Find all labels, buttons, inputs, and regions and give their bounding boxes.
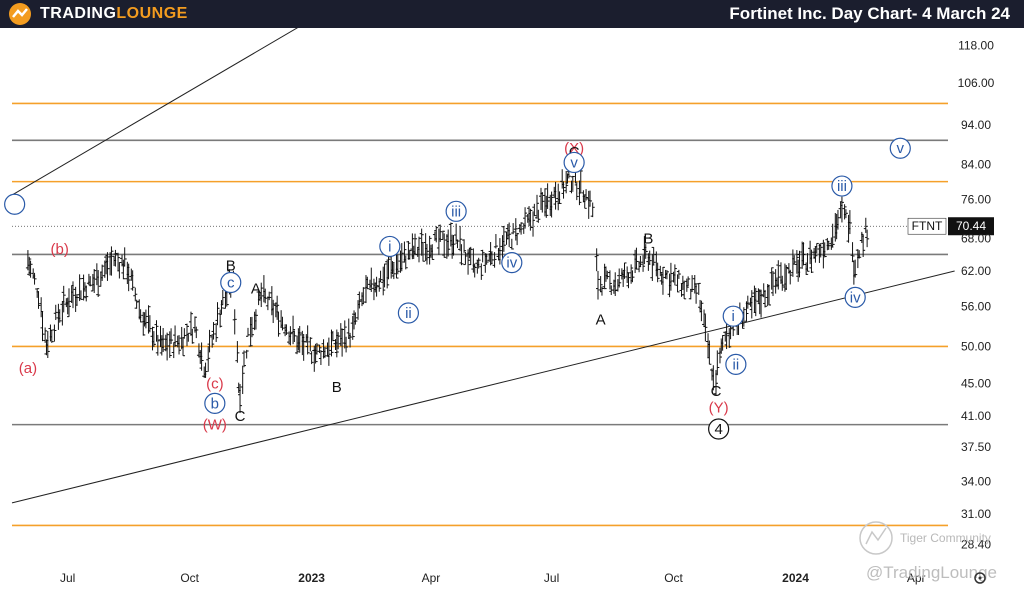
x-tick-label-7: Apr [907,571,926,585]
wave-label-5: (Y) [709,400,729,417]
wave-label-4: (X) [564,140,584,157]
y-tick-label-10: 41.00 [961,409,991,423]
y-tick-label-3: 84.00 [961,158,991,172]
wave-label-27: 4 [714,421,722,438]
wave-label-24: iv [850,289,861,306]
y-tick-label-7: 56.00 [961,300,991,314]
y-tick-label-4: 76.00 [961,193,991,207]
copyright-watermark: @TradingLounge [866,563,997,582]
wave-label-18: iii [451,203,461,220]
wave-label-11: B [643,231,653,248]
wave-label-23: iii [837,178,847,195]
channel-line-0 [11,0,346,196]
x-axis: Jul Oct 2023 Apr Jul Oct 2024 Apr [60,571,926,585]
wave-label-14: c [227,274,235,291]
wave-label-0: (b) [51,241,69,258]
wave-label-circle-19 [501,252,523,274]
wave-label-15: b [211,395,219,412]
x-tick-label-1: Oct [180,571,199,585]
last-price-line: FTNT 70.44 [12,217,994,236]
channel-line-1 [11,270,955,504]
wave-label-circle-25 [889,137,911,159]
wave-label-circle-14 [220,271,242,294]
wave-label-16: i [388,238,391,255]
wave-label-12: A [596,311,606,328]
y-tick-label-6: 62.00 [961,264,991,278]
x-tick-label-0: Jul [60,571,75,585]
brand-name-part2: LOUNGE [116,5,188,22]
wave-label-circle-18 [445,200,467,222]
wave-label-20: v [570,154,578,171]
y-tick-label-14: 28.40 [961,538,991,552]
wave-label-6: B [226,257,236,274]
wave-label-19: iv [506,255,517,272]
ohlc-bars [25,159,870,414]
wave-label-circle-21 [722,305,744,327]
logo-icon [9,3,31,25]
wave-label-circle-24 [844,286,866,308]
channel-lines [11,0,955,504]
y-axis: 118.00 106.00 94.00 84.00 76.00 68.00 62.00 56.… [958,38,995,551]
y-tick-label-9: 45.00 [961,376,991,390]
wave-label-circle-26 [4,193,26,215]
wave-label-13: C [711,383,722,400]
wave-label-circle-23 [831,175,853,197]
x-tick-label-5: Oct [664,571,683,585]
watermarks: Tiger Community @TradingLounge [859,521,997,582]
wave-label-2: (c) [206,375,224,392]
x-tick-label-2: 2023 [298,571,325,585]
chart-title: Fortinet Inc. Day Chart- 4 March 24 [729,4,1010,23]
wave-label-1: (a) [19,360,37,377]
brand-name-part1: TRADING [40,5,117,22]
wave-label-8: C [235,408,246,425]
tiger-community-watermark: Tiger Community [900,531,991,545]
wave-label-22: ii [733,356,740,373]
y-tick-label-8: 50.00 [961,339,991,353]
wave-label-circle-15 [204,392,226,414]
wave-label-circle-22 [725,353,747,375]
wave-label-17: ii [405,305,412,322]
last-price-box [948,217,994,236]
ticker-label: FTNT [912,219,943,233]
wave-label-circle-27 [708,418,730,440]
wave-label-circle-16 [379,235,401,258]
wave-label-circle-17 [397,302,420,324]
ticker-label-box [907,217,947,235]
wave-label-circle-20 [563,151,585,174]
y-tick-label-11: 37.50 [961,440,991,454]
brand-logo[interactable]: TRADINGLOUNGE [40,5,188,23]
wave-label-9: B [332,379,342,396]
x-tick-label-3: Apr [422,571,441,585]
last-price-label: 70.44 [956,219,986,233]
x-tick-label-6: 2024 [782,571,809,585]
horizontal-levels [12,102,948,527]
wave-label-7: A [251,280,261,297]
x-tick-label-4: Jul [544,571,559,585]
wave-labels: (b)(a)(c)(W)(X)(Y)BACBCBACcbiiiiiiivviii… [4,137,911,440]
y-tick-label-0: 118.00 [958,38,994,52]
wave-label-25: v [897,140,905,157]
wave-label-21: i [732,308,735,325]
y-tick-label-1: 106.00 [958,76,995,90]
y-tick-label-2: 94.00 [961,118,991,132]
wave-label-3: (W) [203,417,227,434]
tiger-community-logo-mark [865,527,887,545]
y-tick-label-12: 34.00 [961,475,991,489]
header-bar: TRADINGLOUNGE Fortinet Inc. Day Chart- 4… [0,0,1024,28]
settings-gear-icon[interactable] [974,572,986,584]
y-tick-label-13: 31.00 [961,507,991,521]
tiger-community-logo [859,521,893,555]
y-tick-label-5: 68.00 [961,232,991,246]
